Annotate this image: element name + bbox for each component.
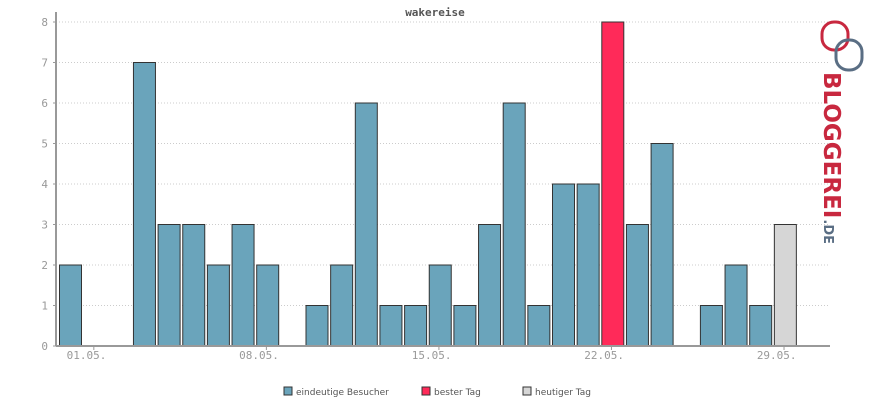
bar-day-16 bbox=[428, 264, 452, 347]
bar-day-22 bbox=[576, 183, 600, 347]
x-tick-label: 29.05. bbox=[757, 349, 797, 362]
bar-day-25 bbox=[650, 143, 674, 347]
bar-day-23 bbox=[601, 21, 625, 347]
y-tick-labels: 0 1 2 3 4 5 6 7 8 bbox=[41, 16, 56, 353]
bar-day-30 bbox=[773, 224, 797, 347]
bar-day-9 bbox=[256, 264, 280, 347]
y-tick-label: 6 bbox=[41, 97, 48, 110]
bar-day-29 bbox=[749, 305, 773, 347]
y-tick-label: 7 bbox=[41, 57, 48, 70]
chart-title: wakereise bbox=[405, 6, 465, 19]
legend-label: heutiger Tag bbox=[535, 388, 591, 398]
bar-day-27 bbox=[699, 305, 723, 347]
axes bbox=[55, 12, 830, 347]
legend-swatch bbox=[421, 386, 431, 396]
bar-day-5 bbox=[157, 224, 181, 347]
y-tick-label: 4 bbox=[41, 178, 48, 191]
bar-day-20 bbox=[527, 305, 551, 347]
bar-day-7 bbox=[206, 264, 230, 347]
bar-day-28 bbox=[724, 264, 748, 347]
bar-day-4 bbox=[132, 62, 156, 347]
legend: eindeutige Besucher bester Tag heutiger Ta… bbox=[283, 386, 591, 398]
bar-day-18 bbox=[478, 224, 502, 347]
x-tick-label: 22.05. bbox=[584, 349, 624, 362]
x-tick-label: 15.05. bbox=[412, 349, 452, 362]
bar-day-12 bbox=[330, 264, 354, 347]
logo-wordmark: BLOGGEREI.DE bbox=[818, 72, 844, 244]
legend-label: eindeutige Besucher bbox=[296, 388, 389, 398]
y-tick-label: 2 bbox=[41, 259, 48, 272]
bar-day-1 bbox=[59, 264, 82, 347]
y-tick-label: 1 bbox=[41, 300, 48, 313]
bar-day-15 bbox=[404, 305, 428, 347]
bar-day-24 bbox=[625, 224, 649, 347]
bars bbox=[59, 21, 797, 347]
x-tick-labels: 01.05. 08.05. 15.05. 22.05. 29.05. bbox=[67, 346, 797, 362]
legend-swatch bbox=[522, 386, 532, 396]
x-tick-label: 08.05. bbox=[239, 349, 279, 362]
bar-day-14 bbox=[379, 305, 403, 347]
legend-swatch bbox=[283, 386, 293, 396]
bar-day-6 bbox=[182, 224, 206, 347]
legend-label: bester Tag bbox=[434, 388, 481, 398]
y-tick-label: 5 bbox=[41, 138, 48, 151]
bar-day-17 bbox=[453, 305, 477, 347]
bloggerei-logo: BLOGGEREI.DE bbox=[818, 20, 864, 244]
y-tick-label: 0 bbox=[41, 340, 48, 353]
bar-day-19 bbox=[502, 102, 526, 347]
y-tick-label: 8 bbox=[41, 16, 48, 29]
y-tick-label: 3 bbox=[41, 219, 48, 232]
bar-day-11 bbox=[305, 305, 329, 347]
bar-day-21 bbox=[552, 183, 575, 347]
bar-day-8 bbox=[231, 224, 255, 347]
bar-day-13 bbox=[354, 102, 378, 347]
x-tick-label: 01.05. bbox=[67, 349, 107, 362]
bloggerei-logo-icon bbox=[820, 20, 864, 72]
